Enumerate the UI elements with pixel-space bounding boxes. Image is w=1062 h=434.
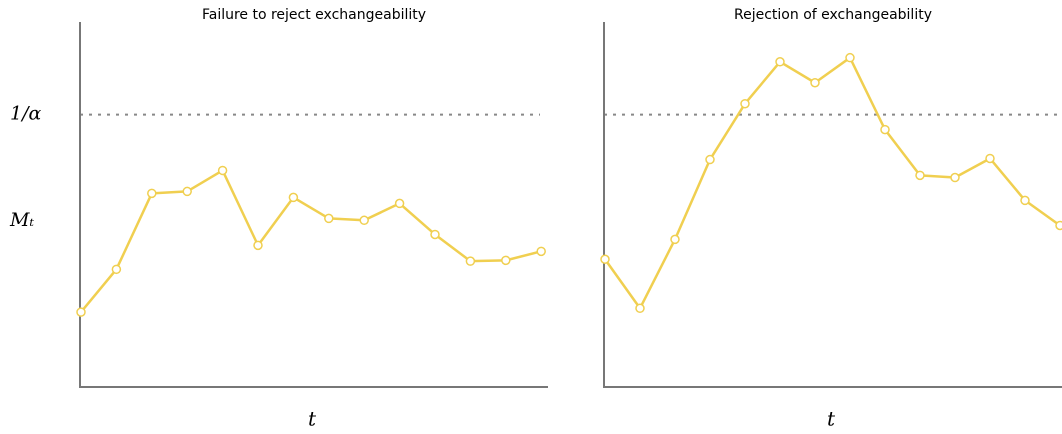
panel-title: Rejection of exchangeability (734, 7, 932, 23)
data-point (670, 234, 680, 245)
data-point (501, 255, 511, 266)
data-point (1055, 220, 1062, 231)
data-point (359, 215, 369, 226)
data-point (430, 229, 440, 240)
panel-title: Failure to reject exchangeability (202, 7, 426, 23)
data-point (111, 264, 122, 275)
data-point (705, 154, 715, 165)
data-point (880, 124, 890, 135)
data-point (253, 240, 263, 251)
y-tick-label: 1/α (10, 103, 41, 125)
x-axis-label: t (827, 407, 836, 431)
data-point (985, 153, 995, 164)
data-point (394, 198, 405, 209)
data-point (536, 246, 546, 257)
series-line (80, 169, 542, 313)
data-point (1020, 195, 1030, 206)
data-point (950, 172, 960, 183)
data-point (324, 213, 334, 224)
y-tick-label: Mₜ (9, 209, 34, 231)
x-axis-label: t (308, 407, 317, 431)
series-line (603, 56, 1061, 310)
data-point (76, 307, 86, 317)
data-point (465, 256, 476, 266)
data-point (288, 192, 299, 203)
data-point (740, 98, 750, 109)
data-point (600, 254, 610, 264)
data-point (217, 165, 228, 176)
data-point (182, 186, 192, 197)
data-point (635, 303, 645, 314)
data-point (775, 57, 785, 67)
data-point (147, 188, 157, 199)
data-point (810, 77, 820, 88)
data-point (845, 52, 855, 63)
data-point (915, 170, 925, 181)
